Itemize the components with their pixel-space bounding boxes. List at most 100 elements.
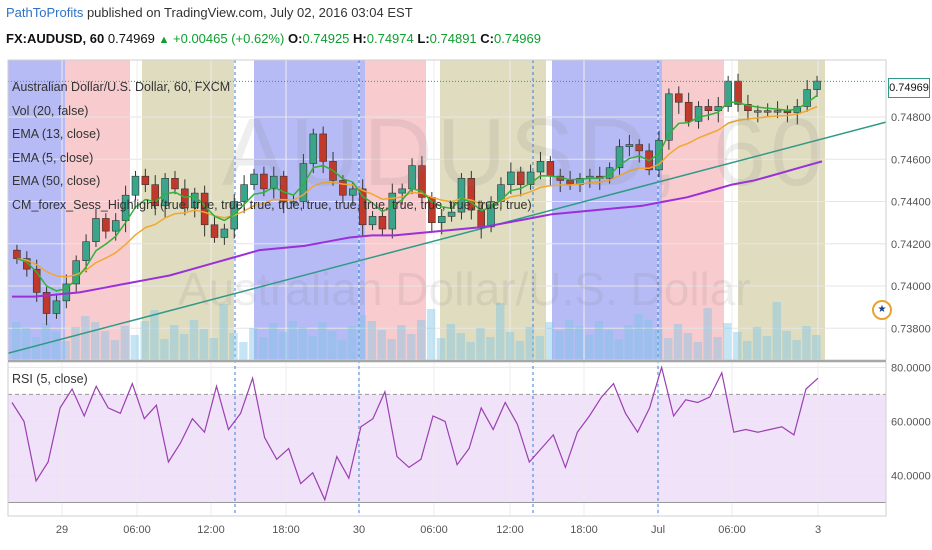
price-axis-label: 0.74000 bbox=[891, 281, 931, 293]
candle-body bbox=[52, 300, 61, 314]
candle-body bbox=[754, 110, 762, 113]
candle-body bbox=[813, 80, 821, 90]
up-arrow-icon: ▲ bbox=[158, 34, 170, 46]
publisher-bar: PathToProfits published on TradingView.c… bbox=[0, 0, 932, 26]
candle-body bbox=[42, 292, 51, 314]
candle-body bbox=[102, 218, 110, 232]
volume-bar bbox=[456, 333, 465, 360]
volume-bar bbox=[219, 304, 228, 360]
ema-50-line bbox=[12, 160, 823, 298]
candle-body bbox=[467, 178, 476, 211]
candle-body bbox=[131, 175, 140, 196]
candle-body bbox=[457, 178, 466, 213]
volume-bar bbox=[476, 328, 485, 360]
candle-body bbox=[250, 173, 258, 185]
time-axis-label: 12:00 bbox=[496, 524, 524, 536]
candle-body bbox=[151, 184, 159, 207]
candle-body bbox=[615, 146, 624, 169]
candle-body bbox=[72, 260, 80, 285]
volume-bar bbox=[110, 340, 120, 360]
volume-bar bbox=[584, 335, 594, 360]
legend-session-highlight[interactable]: CM_forex_Sess_Highlight (true, true, tru… bbox=[12, 197, 532, 212]
volume-bar bbox=[318, 322, 327, 360]
trendline bbox=[7, 121, 887, 354]
volume-bar bbox=[525, 327, 535, 360]
volume-bar bbox=[199, 329, 209, 360]
volume-bar bbox=[565, 320, 574, 360]
high-value: 0.74974 bbox=[366, 31, 414, 46]
volume-bar bbox=[209, 338, 218, 360]
candle-body bbox=[763, 110, 772, 113]
candle-body bbox=[437, 216, 446, 223]
rsi-line bbox=[11, 365, 819, 502]
price-axis-label: 0.74400 bbox=[891, 197, 931, 209]
price-axis-label: 0.74200 bbox=[891, 239, 931, 251]
rsi-band bbox=[8, 394, 886, 503]
volume-bar bbox=[703, 308, 712, 360]
volume-bar bbox=[367, 321, 376, 360]
session-band bbox=[254, 60, 365, 360]
volume-bar bbox=[12, 322, 21, 360]
volume-bar bbox=[792, 340, 801, 360]
name-watermark: Australian Dollar/U.S. Dollar bbox=[178, 263, 751, 315]
volume-bar bbox=[466, 342, 475, 360]
volume-bar bbox=[298, 327, 307, 360]
price-axis-label: 0.74600 bbox=[891, 154, 931, 166]
legend-title[interactable]: Australian Dollar/U.S. Dollar, 60, FXCM bbox=[12, 80, 231, 94]
candle-body bbox=[92, 218, 100, 242]
open-label: O: bbox=[287, 31, 303, 46]
symbol-watermark: AUDUSD, 60 bbox=[222, 99, 828, 206]
candle-body bbox=[487, 201, 495, 228]
candle-body bbox=[319, 133, 327, 162]
volume-bar bbox=[150, 310, 159, 360]
candle-body bbox=[625, 144, 634, 147]
volume-bar bbox=[377, 330, 386, 360]
volume-bar bbox=[239, 342, 248, 360]
candle-body bbox=[270, 175, 278, 190]
volume-bar bbox=[268, 323, 278, 360]
volume-bar bbox=[278, 332, 288, 360]
volume-bar bbox=[515, 341, 525, 360]
volume-bar bbox=[575, 326, 584, 360]
volume-bar bbox=[723, 323, 732, 360]
candle-body bbox=[141, 175, 150, 185]
volume-bar bbox=[555, 331, 564, 360]
candle-body bbox=[23, 258, 31, 270]
legend-ema5[interactable]: EMA (5, close) bbox=[12, 150, 94, 165]
candle-body bbox=[418, 165, 426, 198]
candle-body bbox=[378, 216, 387, 230]
legend-ema13[interactable]: EMA (13, close) bbox=[12, 127, 101, 141]
volume-bar bbox=[61, 341, 70, 360]
volume-bar bbox=[624, 325, 633, 360]
legend-vol[interactable]: Vol (20, false) bbox=[12, 103, 89, 118]
volume-bar bbox=[634, 314, 643, 360]
volume-bar bbox=[752, 327, 762, 360]
volume-bar bbox=[160, 339, 169, 360]
volume-bar bbox=[683, 333, 693, 360]
candle-body bbox=[240, 184, 248, 202]
candle-body bbox=[526, 171, 535, 185]
volume-bar bbox=[51, 332, 60, 360]
author-link[interactable]: PathToProfits bbox=[6, 5, 84, 20]
close-value: 0.74969 bbox=[494, 31, 541, 46]
rsi-legend[interactable]: RSI (5, close) bbox=[12, 372, 88, 386]
volume-bar bbox=[71, 327, 80, 360]
candle-body bbox=[536, 161, 545, 173]
volume-bar bbox=[762, 336, 772, 360]
volume-bar bbox=[397, 325, 406, 360]
australia-flag-icon[interactable]: ★ bbox=[872, 300, 892, 320]
volume-bar bbox=[31, 337, 41, 360]
low-label: L: bbox=[417, 31, 430, 46]
volume-bar bbox=[782, 331, 791, 360]
candle-body bbox=[161, 178, 169, 207]
volume-bar bbox=[713, 337, 722, 360]
price-pane-border bbox=[7, 59, 887, 361]
volume-bar bbox=[357, 315, 367, 360]
legend-ema50[interactable]: EMA (50, close) bbox=[12, 174, 101, 188]
candle-body bbox=[349, 188, 357, 196]
volume-bar bbox=[417, 320, 426, 360]
volume-bar bbox=[535, 336, 544, 360]
volume-bar bbox=[407, 334, 416, 360]
high-label: H: bbox=[353, 31, 367, 46]
